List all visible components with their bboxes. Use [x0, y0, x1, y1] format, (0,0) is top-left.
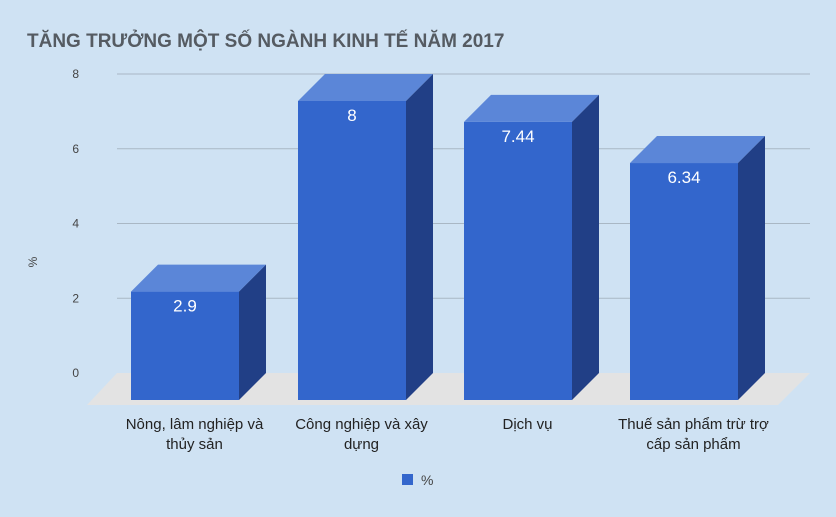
y-tick-label: 2: [72, 291, 79, 305]
data-label: 8: [347, 106, 356, 125]
bar-top: [298, 74, 433, 101]
bar-3: 7.44: [464, 94, 599, 401]
data-label: 2.9: [173, 297, 197, 316]
bar-front: [131, 291, 239, 400]
bar-side: [572, 94, 599, 401]
chart-floor: [87, 373, 810, 405]
bar-side: [406, 74, 433, 400]
y-tick-label: 8: [72, 67, 79, 81]
bar-front: [298, 101, 406, 400]
x-category-label: cấp sản phẩm: [646, 436, 740, 453]
y-tick-label: 6: [72, 142, 79, 156]
x-category-label: Công nghiệp và xây: [295, 416, 428, 433]
bar-top: [630, 136, 765, 164]
legend-swatch: [402, 474, 413, 485]
bar-front: [630, 163, 738, 400]
x-category-label: Nông, lâm nghiệp và: [126, 416, 264, 433]
bar-front: [464, 121, 572, 401]
y-tick-label: 0: [72, 366, 79, 380]
data-label: 6.34: [667, 168, 700, 187]
bar-1: 2.9: [131, 264, 266, 400]
legend: %: [402, 472, 433, 488]
bar-2: 8: [298, 74, 433, 400]
bar-4: 6.34: [630, 136, 765, 401]
bar-top: [464, 94, 599, 122]
x-category-label: dựng: [344, 436, 379, 453]
bar-side: [738, 136, 765, 401]
bar-top: [131, 264, 266, 292]
chart-title: TĂNG TRƯỞNG MỘT SỐ NGÀNH KINH TẾ NĂM 201…: [27, 30, 504, 52]
y-tick-label: 4: [72, 217, 79, 231]
x-category-label: Thuế sản phẩm trừ trợ: [618, 416, 769, 433]
data-label: 7.44: [501, 127, 534, 146]
x-category-label: thủy sản: [166, 436, 223, 453]
bar-side: [239, 264, 266, 400]
legend-label: %: [421, 472, 433, 488]
y-axis-label: %: [26, 256, 40, 267]
x-category-label: Dịch vụ: [502, 416, 552, 433]
